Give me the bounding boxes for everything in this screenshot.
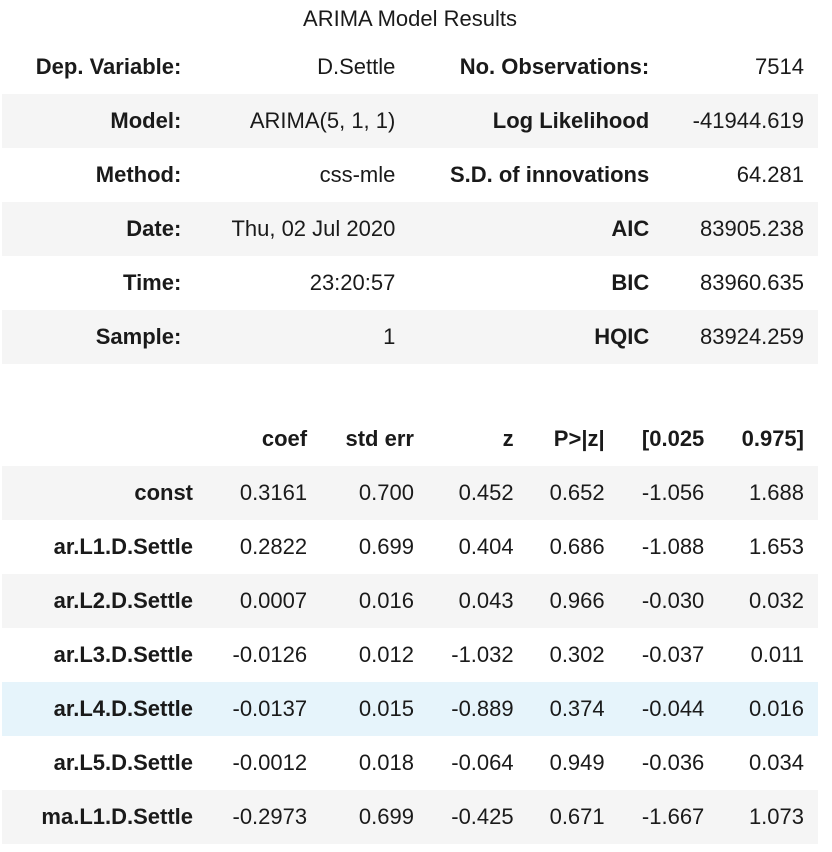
info-row: Time: 23:20:57 BIC 83960.635 — [2, 256, 818, 310]
table-row: ar.L3.D.Settle -0.0126 0.012 -1.032 0.30… — [2, 628, 818, 682]
cell: 0.652 — [549, 480, 605, 505]
cell: 0.949 — [549, 750, 605, 775]
info-value: 83924.259 — [700, 324, 804, 349]
cell: 0.012 — [358, 642, 414, 667]
column-header-p-value: P>|z| — [553, 426, 605, 451]
cell: -0.0137 — [232, 696, 308, 721]
cell: 0.699 — [358, 534, 414, 559]
info-label: Sample: — [95, 324, 182, 349]
info-row: Method: css-mle S.D. of innovations 64.2… — [2, 148, 818, 202]
cell: -0.030 — [641, 588, 705, 613]
column-header-coef: coef — [261, 426, 308, 451]
column-header-empty — [2, 412, 207, 466]
info-value: D.Settle — [317, 54, 396, 79]
cell: -0.889 — [451, 696, 514, 721]
info-row: Sample: 1 HQIC 83924.259 — [2, 310, 818, 364]
cell: 0.034 — [748, 750, 804, 775]
info-value: 7514 — [755, 54, 804, 79]
table-row: ma.L1.D.Settle -0.2973 0.699 -0.425 0.67… — [2, 790, 818, 844]
table-caption: ARIMA Model Results — [303, 6, 517, 31]
table-row: ar.L5.D.Settle -0.0012 0.018 -0.064 0.94… — [2, 736, 818, 790]
cell: 0.404 — [458, 534, 514, 559]
info-label: Model: — [110, 108, 182, 133]
cell: -1.056 — [641, 480, 705, 505]
cell: -1.032 — [451, 642, 514, 667]
info-label: Date: — [126, 216, 182, 241]
info-row: Date: Thu, 02 Jul 2020 AIC 83905.238 — [2, 202, 818, 256]
row-label: ar.L3.D.Settle — [53, 642, 194, 667]
cell: 0.2822 — [239, 534, 308, 559]
info-row: Model: ARIMA(5, 1, 1) Log Likelihood -41… — [2, 94, 818, 148]
cell: -0.037 — [641, 642, 705, 667]
cell: 0.016 — [358, 588, 414, 613]
coefficients-table: coef std err z P>|z| [0.025 0.975] const… — [2, 412, 818, 844]
info-value: 64.281 — [736, 162, 804, 187]
info-value: Thu, 02 Jul 2020 — [231, 216, 396, 241]
info-label: Dep. Variable: — [35, 54, 182, 79]
row-label: const — [134, 480, 194, 505]
info-label: Log Likelihood — [492, 108, 650, 133]
coef-header-row: coef std err z P>|z| [0.025 0.975] — [2, 412, 818, 466]
cell: -0.0126 — [232, 642, 308, 667]
cell: 0.0007 — [239, 588, 308, 613]
row-label: ar.L1.D.Settle — [53, 534, 194, 559]
cell: 0.302 — [549, 642, 605, 667]
row-label: ar.L2.D.Settle — [53, 588, 194, 613]
cell: 0.016 — [748, 696, 804, 721]
cell: 0.043 — [458, 588, 514, 613]
cell: 0.032 — [748, 588, 804, 613]
cell: -0.064 — [451, 750, 514, 775]
info-label: AIC — [611, 216, 650, 241]
cell: 0.966 — [549, 588, 605, 613]
model-info-table: Dep. Variable: D.Settle No. Observations… — [2, 40, 818, 364]
info-value: 23:20:57 — [309, 270, 396, 295]
column-header-ci-lower: [0.025 — [641, 426, 705, 451]
cell: 0.018 — [358, 750, 414, 775]
column-header-std-err: std err — [345, 426, 414, 451]
cell: 0.699 — [358, 804, 414, 829]
info-label: S.D. of innovations — [449, 162, 650, 187]
column-header-ci-upper: 0.975] — [741, 426, 804, 451]
table-row-hovered: ar.L4.D.Settle -0.0137 0.015 -0.889 0.37… — [2, 682, 818, 736]
info-value: -41944.619 — [692, 108, 804, 133]
cell: 0.3161 — [239, 480, 308, 505]
table-row: ar.L2.D.Settle 0.0007 0.016 0.043 0.966 … — [2, 574, 818, 628]
cell: 1.073 — [748, 804, 804, 829]
cell: 0.686 — [549, 534, 605, 559]
cell: 0.671 — [549, 804, 605, 829]
cell: -0.044 — [641, 696, 705, 721]
cell: -0.036 — [641, 750, 705, 775]
cell: 0.015 — [358, 696, 414, 721]
info-value: css-mle — [319, 162, 396, 187]
info-label: HQIC — [594, 324, 650, 349]
info-label: No. Observations: — [459, 54, 650, 79]
row-label: ar.L4.D.Settle — [53, 696, 194, 721]
cell: -0.425 — [451, 804, 514, 829]
cell: -0.0012 — [232, 750, 308, 775]
row-label: ma.L1.D.Settle — [41, 804, 194, 829]
cell: -0.2973 — [232, 804, 308, 829]
row-label: ar.L5.D.Settle — [53, 750, 194, 775]
cell: 0.374 — [549, 696, 605, 721]
info-value: 83960.635 — [700, 270, 804, 295]
info-value: ARIMA(5, 1, 1) — [249, 108, 396, 133]
cell: -1.667 — [641, 804, 705, 829]
table-row: const 0.3161 0.700 0.452 0.652 -1.056 1.… — [2, 466, 818, 520]
info-value: 1 — [383, 324, 396, 349]
cell: 1.653 — [748, 534, 804, 559]
info-label: Method: — [95, 162, 182, 187]
info-label: BIC — [611, 270, 650, 295]
cell: 1.688 — [748, 480, 804, 505]
info-row: Dep. Variable: D.Settle No. Observations… — [2, 40, 818, 94]
cell: 0.452 — [458, 480, 514, 505]
info-label: Time: — [123, 270, 182, 295]
cell: 0.700 — [358, 480, 414, 505]
cell: 0.011 — [750, 642, 804, 667]
info-value: 83905.238 — [700, 216, 804, 241]
cell: -1.088 — [641, 534, 705, 559]
column-header-z: z — [502, 426, 514, 451]
table-row: ar.L1.D.Settle 0.2822 0.699 0.404 0.686 … — [2, 520, 818, 574]
